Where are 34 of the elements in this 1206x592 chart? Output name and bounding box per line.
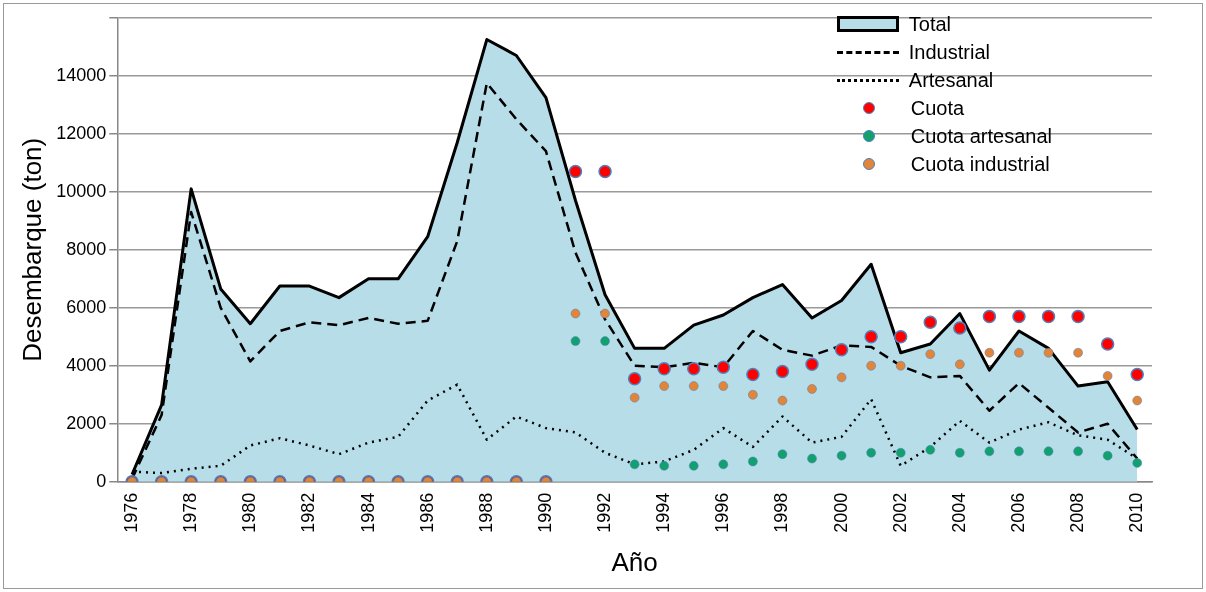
y-axis-title: Desembarque (ton) <box>16 137 47 362</box>
x-tick-label: 2000 <box>830 492 851 533</box>
legend-label: Cuota industrial <box>910 152 1050 177</box>
legend-label: Total <box>908 12 952 37</box>
y-tick-label: 8000 <box>66 238 107 259</box>
legend-label: Artesanal <box>908 68 994 93</box>
x-tick-label: 1998 <box>771 492 792 533</box>
x-tick-label: 1976 <box>121 492 141 533</box>
x-tick-label: 1992 <box>594 492 615 533</box>
y-tick-label: 10000 <box>56 180 107 201</box>
x-tick-label: 1980 <box>239 492 260 533</box>
x-tick-label: 2006 <box>1007 492 1028 533</box>
y-tick-label: 12000 <box>56 122 107 143</box>
x-tick-label: 1978 <box>180 492 201 533</box>
x-tick-label: 2010 <box>1126 492 1147 533</box>
y-tick-label: 2000 <box>66 412 107 433</box>
x-tick-label: 1984 <box>357 492 378 533</box>
legend-label: Cuota <box>910 96 965 121</box>
x-tick-label: 1988 <box>475 492 496 533</box>
x-axis-title: Año <box>611 546 658 577</box>
y-tick-label: 4000 <box>66 354 107 375</box>
x-tick-label: 1994 <box>653 492 674 533</box>
legend-label: Industrial <box>908 40 990 65</box>
y-tick-label: 6000 <box>66 296 107 317</box>
x-tick-label: 1990 <box>534 492 555 533</box>
legend-label: Cuota artesanal <box>910 124 1052 149</box>
y-tick-label: 0 <box>96 470 107 491</box>
x-tick-label: 1986 <box>416 492 437 533</box>
x-tick-label: 1996 <box>712 492 733 533</box>
x-tick-label: 2008 <box>1067 492 1088 533</box>
x-tick-label: 2002 <box>889 492 910 533</box>
y-tick-label: 14000 <box>56 64 107 85</box>
x-tick-label: 2004 <box>948 492 969 533</box>
x-tick-label: 1982 <box>298 492 319 533</box>
